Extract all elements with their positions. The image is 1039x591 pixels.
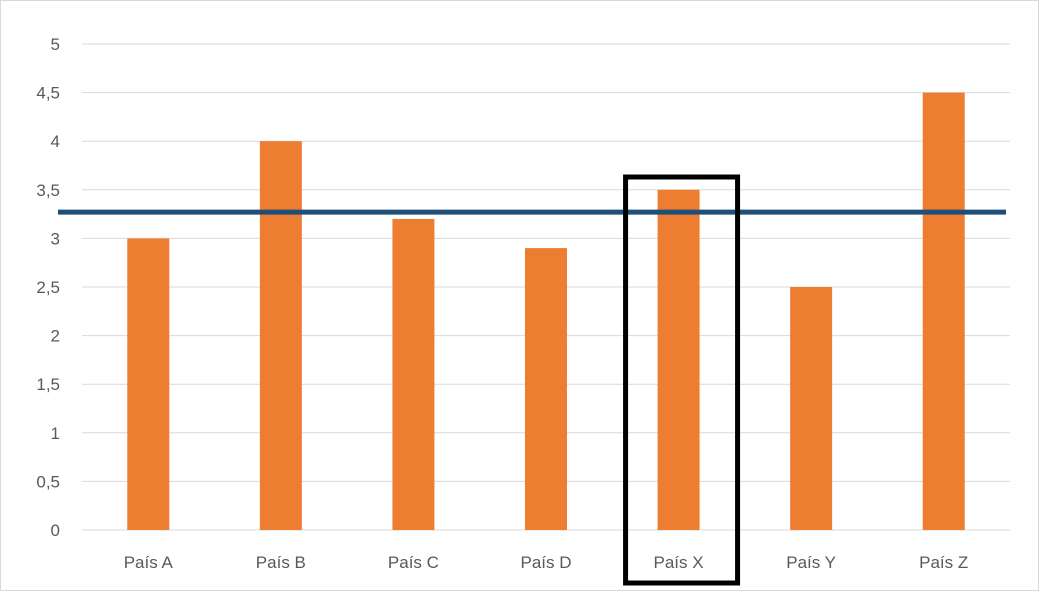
x-tick-label: País B <box>256 553 306 572</box>
bars <box>127 92 965 531</box>
y-tick-label: 0,5 <box>36 472 60 491</box>
bar <box>392 218 435 530</box>
gridlines <box>82 43 1010 531</box>
bar <box>525 248 567 530</box>
y-tick-label: 5 <box>51 35 60 54</box>
bar <box>790 287 833 530</box>
y-tick-label: 1 <box>51 424 60 443</box>
bar <box>127 238 170 530</box>
y-tick-label: 4,5 <box>36 84 60 103</box>
x-tick-label: País C <box>388 553 439 572</box>
y-tick-label: 2 <box>51 327 60 346</box>
y-tick-label: 3,5 <box>36 181 60 200</box>
bar <box>259 141 302 530</box>
bar <box>657 189 700 531</box>
x-axis-tick-labels: País A País B País C País D País X País Y País… <box>124 553 969 572</box>
y-tick-label: 3 <box>51 229 60 248</box>
y-axis-tick-labels: 0 0,5 1 1,5 2 2,5 3 3,5 4 4,5 5 <box>36 35 60 540</box>
y-tick-label: 1,5 <box>36 375 60 394</box>
x-tick-label: País Z <box>919 553 968 572</box>
highlight-layer <box>623 174 741 586</box>
x-tick-label: País X <box>654 553 704 572</box>
bar <box>922 92 965 530</box>
highlight-box <box>623 174 741 586</box>
x-tick-label: País Y <box>786 553 836 572</box>
y-tick-label: 4 <box>51 132 60 151</box>
y-tick-label: 2,5 <box>36 278 60 297</box>
x-tick-label: País A <box>124 553 174 572</box>
x-tick-label: País D <box>520 553 571 572</box>
y-tick-label: 0 <box>51 521 60 540</box>
